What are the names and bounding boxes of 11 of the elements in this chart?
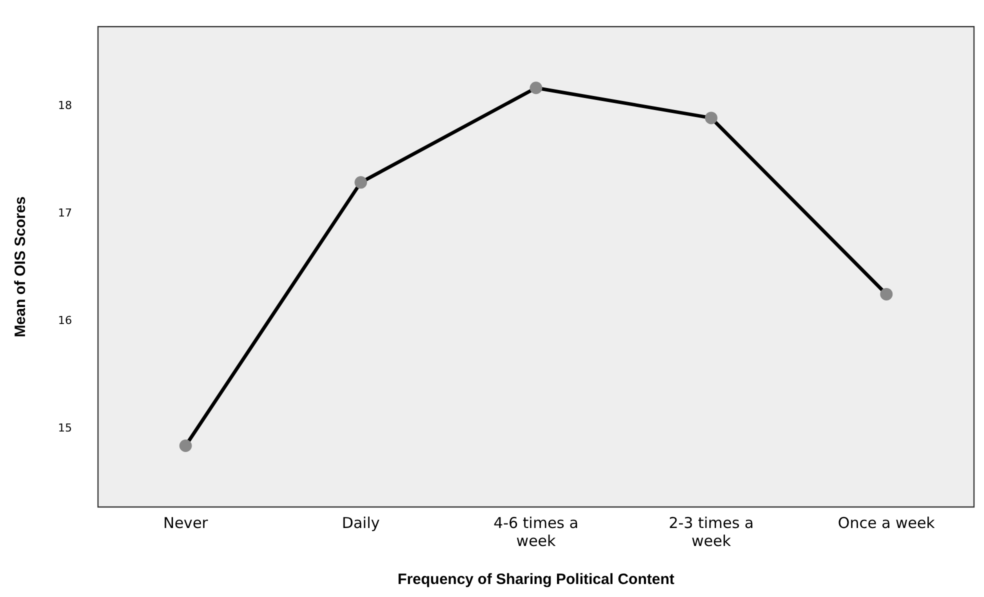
x-axis-title: Frequency of Sharing Political Content [398,571,674,588]
x-tick-label: Never [163,514,209,532]
x-tick-label: 4-6 times a week [494,514,578,550]
y-axis-title: Mean of OIS Scores [12,196,30,338]
y-tick-label: 17 [58,206,72,220]
y-tick-label: 15 [58,421,72,434]
y-tick-label: 18 [58,98,72,112]
y-tick-label: 16 [58,314,72,327]
x-tick-label: Once a week [838,514,936,532]
x-tick-label: 2-3 times a week [668,514,754,550]
x-tick-label: Daily [342,514,380,532]
